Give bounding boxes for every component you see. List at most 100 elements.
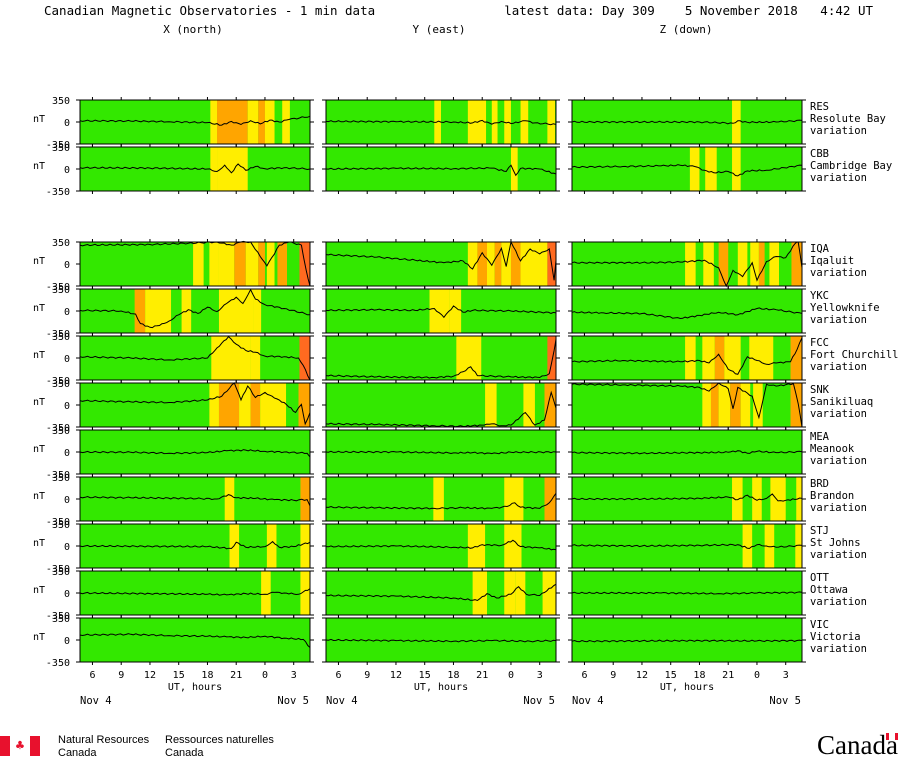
activity-band-unsettled xyxy=(796,477,802,521)
time-tick-label: 6 xyxy=(89,670,95,681)
activity-band-unsettled xyxy=(702,383,711,427)
y-label-bottom: -350 xyxy=(46,517,70,528)
y-label-bottom: -350 xyxy=(46,470,70,481)
activity-band-unsettled xyxy=(752,477,762,521)
y-unit-label: nT xyxy=(33,256,45,267)
time-tick-label: 3 xyxy=(783,670,789,681)
activity-band-unsettled xyxy=(282,100,290,144)
day-end-label: Nov 5 xyxy=(523,695,555,707)
day-start-label: Nov 4 xyxy=(572,695,604,707)
trace-ott-y xyxy=(325,583,557,602)
trace-brd-z xyxy=(571,493,803,502)
activity-band-unsettled xyxy=(769,242,779,286)
activity-band-active xyxy=(790,383,802,427)
trace-vic-x xyxy=(79,633,311,648)
dept-name-en-line2: Canada xyxy=(58,747,97,759)
activity-band-unsettled xyxy=(300,524,310,568)
y-label-zero: 0 xyxy=(64,589,70,600)
y-label-bottom: -350 xyxy=(46,282,70,293)
station-code-snk: SNK xyxy=(810,384,830,396)
wordmark-flag-icon xyxy=(886,733,898,740)
activity-band-active xyxy=(791,242,802,286)
component-x-label: X (north) xyxy=(163,23,223,36)
activity-band-unsettled xyxy=(724,336,733,380)
y-label-zero: 0 xyxy=(64,165,70,176)
trace-fcc-z xyxy=(571,337,803,375)
day-end-label: Nov 5 xyxy=(277,695,309,707)
activity-band-unsettled xyxy=(523,383,535,427)
station-code-ott: OTT xyxy=(810,572,830,584)
activity-band-unsettled xyxy=(239,383,251,427)
activity-band-unsettled xyxy=(750,242,759,286)
y-label-bottom: -350 xyxy=(46,658,70,669)
time-tick-label: 18 xyxy=(201,670,213,681)
station-code-stj: STJ xyxy=(810,525,829,537)
trace-ykc-y xyxy=(325,305,557,319)
activity-band-unsettled xyxy=(770,477,786,521)
activity-band-unsettled xyxy=(266,242,275,286)
y-label-top: 350 xyxy=(52,614,70,625)
activity-band-unsettled xyxy=(510,147,518,191)
y-label-zero: 0 xyxy=(64,495,70,506)
footer: ♣ Natural Resources Canada Ressources na… xyxy=(0,730,900,770)
activity-band-unsettled xyxy=(218,242,235,286)
activity-band-active xyxy=(218,383,240,427)
y-unit-label: nT xyxy=(33,632,45,643)
activity-band-active xyxy=(730,383,741,427)
y-label-bottom: -350 xyxy=(46,423,70,434)
activity-band-unsettled xyxy=(261,571,271,615)
y-label-zero: 0 xyxy=(64,307,70,318)
station-code-vic: VIC xyxy=(810,619,829,631)
station-name-vic: Victoria xyxy=(810,631,861,643)
dept-name-en-line1: Natural Resources xyxy=(58,734,150,746)
time-tick-label: 15 xyxy=(173,670,185,681)
activity-band-unsettled xyxy=(702,336,715,380)
y-label-top: 350 xyxy=(52,332,70,343)
activity-band-unsettled xyxy=(685,336,696,380)
time-tick-label: 3 xyxy=(537,670,543,681)
y-label-top: 350 xyxy=(52,379,70,390)
activity-band-unsettled xyxy=(504,100,511,144)
x-axis-label: UT, hours xyxy=(414,682,468,693)
trace-cbb-z xyxy=(571,164,803,177)
activity-band-quiet xyxy=(326,618,556,662)
trace-res-x xyxy=(79,115,311,126)
time-tick-label: 21 xyxy=(230,670,242,681)
activity-band-storm xyxy=(547,336,556,380)
activity-band-unsettled xyxy=(253,289,262,333)
activity-band-unsettled xyxy=(250,336,261,380)
canada-wordmark-text: Canada xyxy=(817,730,898,760)
trace-fcc-y xyxy=(325,339,557,379)
activity-band-active xyxy=(477,242,487,286)
trace-iqa-z xyxy=(571,241,803,288)
time-tick-label: 12 xyxy=(144,670,156,681)
time-tick-label: 12 xyxy=(636,670,648,681)
activity-band-unsettled xyxy=(753,383,763,427)
activity-band-unsettled xyxy=(749,336,774,380)
station-variation-iqa: variation xyxy=(810,267,867,279)
activity-band-unsettled xyxy=(224,477,235,521)
trace-res-z xyxy=(571,119,803,125)
y-label-bottom: -350 xyxy=(46,611,70,622)
activity-band-unsettled xyxy=(210,100,218,144)
time-tick-label: 15 xyxy=(665,670,677,681)
trace-cbb-x xyxy=(79,163,311,174)
station-name-snk: Sanikiluaq xyxy=(810,396,873,408)
activity-band-unsettled xyxy=(467,242,478,286)
activity-band-active xyxy=(544,477,556,521)
station-name-fcc: Fort Churchill xyxy=(810,349,899,361)
activity-band-unsettled xyxy=(491,100,498,144)
y-label-top: 350 xyxy=(52,238,70,249)
station-name-ott: Ottawa xyxy=(810,584,848,596)
activity-band-unsettled xyxy=(737,242,748,286)
activity-band-unsettled xyxy=(504,477,524,521)
station-variation-mea: variation xyxy=(810,455,867,467)
time-tick-label: 6 xyxy=(335,670,341,681)
activity-band-unsettled xyxy=(542,571,556,615)
trace-stj-z xyxy=(571,543,803,550)
trace-ykc-z xyxy=(571,307,803,320)
activity-band-unsettled xyxy=(764,524,775,568)
activity-band-active xyxy=(277,242,287,286)
x-axis-label: UT, hours xyxy=(660,682,714,693)
